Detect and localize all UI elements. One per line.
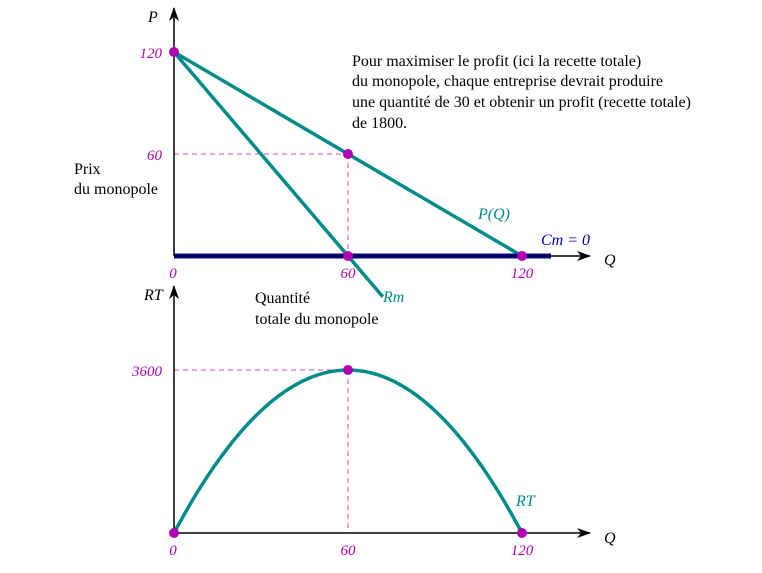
bottom-point-2 <box>517 528 527 538</box>
top-point-1 <box>343 149 353 159</box>
rm-series-label: Rm <box>382 289 404 306</box>
bottom-y-axis-symbol: RT <box>143 287 164 304</box>
bottom-point-0 <box>169 528 179 538</box>
top-y-tick-60: 60 <box>147 148 163 164</box>
bottom-x-tick-120: 120 <box>511 543 534 559</box>
bottom-point-1 <box>343 365 353 375</box>
bottom-points <box>169 365 527 538</box>
top-ticks: 0 60 120 60 120 <box>140 46 534 282</box>
pq-series-label: P(Q) <box>477 206 510 223</box>
top-x-label-line-2: totale du monopole <box>255 311 379 328</box>
top-chart: 0 60 120 60 120 P Q Prix du monopole Quantit… <box>74 7 695 328</box>
top-guides <box>174 153 349 256</box>
top-point-2 <box>343 251 353 261</box>
top-y-axis-symbol: P <box>147 9 158 26</box>
top-x-axis-symbol: Q <box>604 252 616 269</box>
annotation-line-4: de 1800. <box>352 115 407 132</box>
annotation-line-1: Pour maximiser le profit (ici la recette… <box>352 53 641 70</box>
bottom-guides <box>174 369 349 533</box>
bottom-y-tick-3600: 3600 <box>131 364 163 380</box>
top-y-label-line-2: du monopole <box>74 181 158 198</box>
annotation-text: Pour maximiser le profit (ici la recette… <box>352 53 695 132</box>
top-y-tick-120: 120 <box>140 46 163 62</box>
top-y-label-line-1: Prix <box>74 161 101 178</box>
bottom-ticks: 0 60 120 3600 <box>131 364 534 559</box>
top-point-0 <box>169 47 179 57</box>
top-y-label: Prix du monopole <box>74 161 158 198</box>
annotation-line-3: une quantité de 30 et obtenir un profit … <box>352 94 691 111</box>
top-x-tick-120: 120 <box>511 266 534 282</box>
bottom-x-axis-symbol: Q <box>604 530 616 547</box>
cm-series-label: Cm = 0 <box>541 232 590 249</box>
top-x-tick-0: 0 <box>169 266 177 282</box>
bottom-x-tick-60: 60 <box>341 543 357 559</box>
annotation-line-2: du monopole, chaque entreprise devrait p… <box>352 73 663 90</box>
top-x-tick-60: 60 <box>341 266 357 282</box>
top-x-label-line-1: Quantité <box>255 290 310 307</box>
top-points <box>169 47 527 261</box>
bottom-x-tick-0: 0 <box>169 543 177 559</box>
rt-series-label: RT <box>515 493 536 510</box>
bottom-chart: 0 60 120 3600 RT Q RT <box>131 285 616 559</box>
top-point-3 <box>517 251 527 261</box>
top-x-label: Quantité totale du monopole <box>255 290 379 328</box>
